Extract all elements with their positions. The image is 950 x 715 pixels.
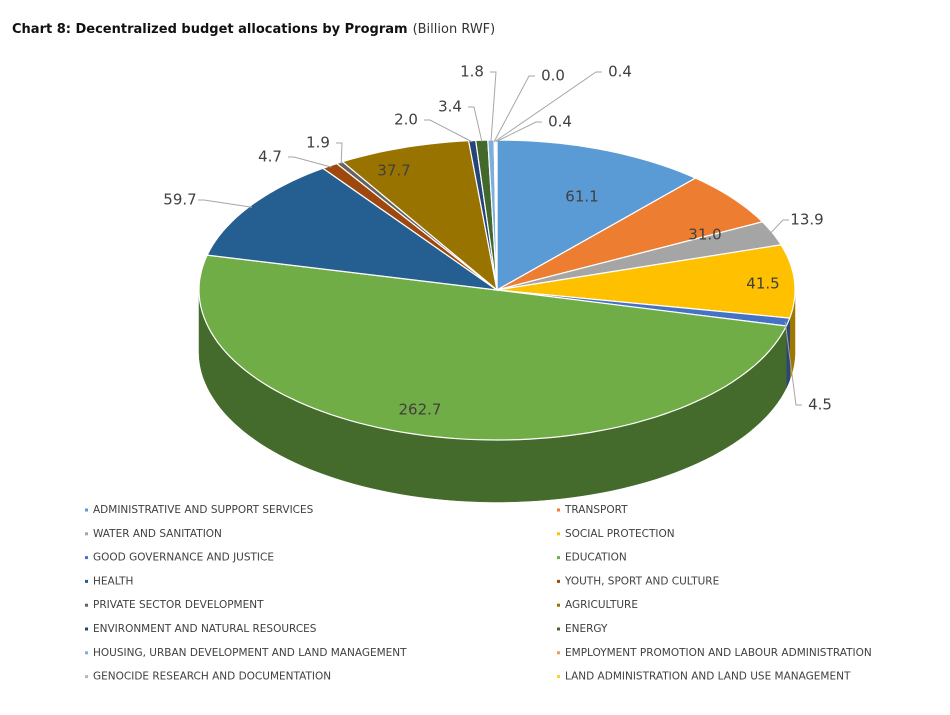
legend-label: TRANSPORT: [564, 504, 628, 516]
title: Chart 8: Decentralized budget allocation…: [12, 22, 408, 37]
leader-line: [769, 219, 789, 235]
data-label: 13.9: [790, 211, 823, 229]
data-label: 59.7: [163, 191, 196, 209]
data-label: 37.7: [377, 162, 410, 180]
legend-label: YOUTH, SPORT AND CULTURE: [564, 575, 719, 587]
leader-line: [494, 71, 602, 142]
leader-line: [198, 199, 253, 208]
leader-line: [493, 75, 535, 142]
legend-marker: [557, 675, 560, 679]
legend-label: ENVIRONMENT AND NATURAL RESOURCES: [93, 623, 317, 635]
legend-label: GENOCIDE RESEARCH AND DOCUMENTATION: [93, 671, 331, 683]
legend-marker: [557, 651, 560, 655]
slice: [496, 139, 697, 292]
legend-label: WATER AND SANITATION: [93, 528, 222, 540]
data-label: 1.8: [460, 63, 484, 81]
legend-label: GOOD GOVERNANCE AND JUSTICE: [93, 552, 274, 564]
legend-marker: [85, 556, 88, 560]
slice: [341, 140, 498, 292]
data-label: 0.4: [548, 113, 572, 131]
legend-label: ADMINISTRATIVE AND SUPPORT SERVICES: [93, 504, 314, 516]
legend-marker: [85, 603, 88, 607]
legend-marker: [85, 508, 88, 512]
legend-marker: [85, 579, 88, 583]
data-label: 31.0: [688, 226, 721, 244]
leader-line: [288, 156, 332, 168]
leader-line: [784, 321, 802, 406]
legend-label: PRIVATE SECTOR DEVELOPMENT: [93, 599, 264, 611]
leader-line: [490, 71, 497, 142]
legend-marker: [557, 627, 560, 631]
data-label: 0.4: [608, 63, 632, 81]
legend-label: HEALTH: [93, 575, 133, 587]
unit: (Billion RWF): [413, 22, 496, 37]
legend-marker: [557, 603, 560, 607]
data-label: 1.9: [306, 134, 330, 152]
leader-line: [424, 119, 473, 143]
data-label: 262.7: [399, 401, 442, 419]
data-label: 61.1: [565, 188, 598, 206]
legend-marker: [85, 651, 88, 655]
legend-marker: [85, 675, 88, 679]
data-label: 0.0: [541, 67, 565, 85]
data-label: 2.0: [394, 111, 418, 129]
legend-marker: [557, 532, 560, 536]
data-label: 41.5: [746, 275, 779, 293]
leader-line: [336, 142, 343, 164]
legend-marker: [85, 627, 88, 631]
legend-marker: [557, 508, 560, 512]
legend-marker: [85, 532, 88, 536]
legend-label: HOUSING, URBAN DEVELOPMENT AND LAND MANA…: [93, 647, 407, 659]
slice: [496, 177, 764, 291]
chart-title: Chart 8: Decentralized budget allocation…: [12, 22, 495, 37]
slice: [496, 221, 783, 291]
legend-marker: [557, 579, 560, 583]
slice: [496, 244, 796, 319]
legend-marker: [557, 556, 560, 560]
leader-line: [468, 106, 483, 142]
data-label: 3.4: [438, 98, 462, 116]
legend-label: AGRICULTURE: [565, 599, 638, 611]
legend-label: LAND ADMINISTRATION AND LAND USE MANAGEM…: [565, 671, 851, 683]
legend-label: ENERGY: [565, 623, 608, 635]
legend-label: EMPLOYMENT PROMOTION AND LABOUR ADMINIST…: [565, 647, 872, 659]
slice: [198, 254, 788, 441]
data-label: 4.5: [808, 396, 832, 414]
data-label: 4.7: [258, 148, 282, 166]
legend-label: EDUCATION: [565, 552, 627, 564]
leader-line: [496, 121, 542, 142]
legend-label: SOCIAL PROTECTION: [565, 528, 675, 540]
